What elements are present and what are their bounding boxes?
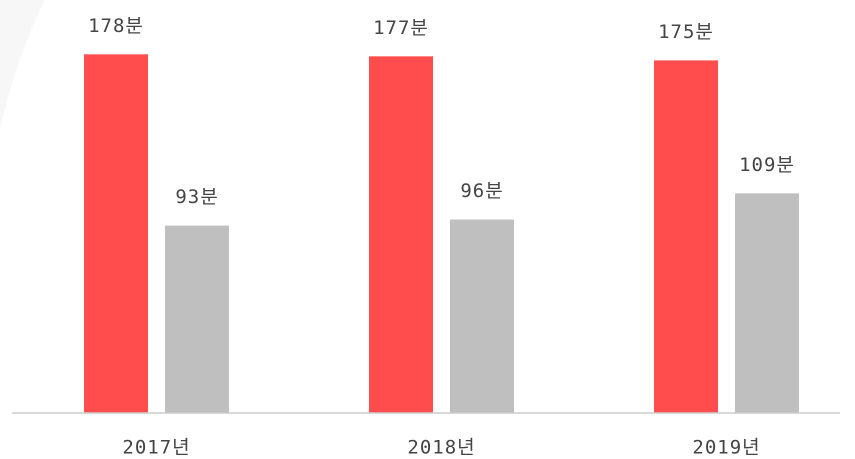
background-shape bbox=[0, 0, 45, 130]
x-tick-label: 2019년 bbox=[692, 437, 760, 459]
x-tick-label: 2018년 bbox=[407, 437, 475, 459]
bar bbox=[369, 56, 433, 413]
bar bbox=[735, 193, 799, 413]
value-label: 178분 bbox=[88, 15, 144, 37]
value-label: 109분 bbox=[739, 154, 795, 176]
bar bbox=[654, 60, 718, 413]
value-label: 96분 bbox=[460, 180, 503, 202]
bar bbox=[165, 225, 229, 413]
bar bbox=[450, 219, 514, 413]
x-tick-label: 2017년 bbox=[122, 437, 190, 459]
value-label: 175분 bbox=[658, 21, 714, 43]
value-label: 93분 bbox=[175, 186, 218, 208]
bar bbox=[84, 54, 148, 414]
value-label: 177분 bbox=[373, 17, 429, 39]
